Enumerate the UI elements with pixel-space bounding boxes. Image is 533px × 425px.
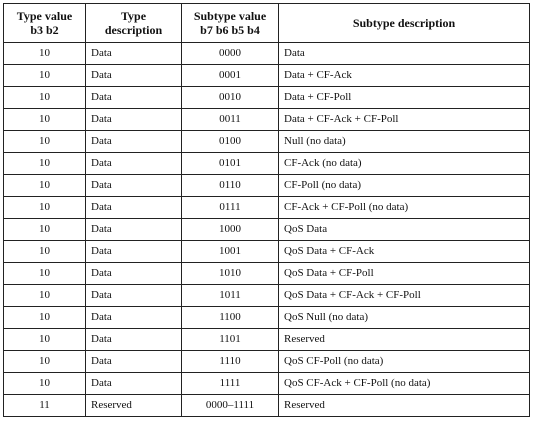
header-subtype-value: Subtype value b7 b6 b5 b4 [181,3,279,43]
table-row: 10 Data 0101 CF-Ack (no data) [3,152,530,175]
cell-subtype-value: 1111 [181,372,279,395]
cell-type-value: 10 [3,240,86,263]
cell-subtype-description: Reserved [278,328,530,351]
cell-subtype-value: 0010 [181,86,279,109]
header-subtype-description: Subtype description [278,3,530,43]
cell-type-description: Data [85,174,182,197]
table-body: 10 Data 0000 Data 10 Data 0001 Data + CF-Ack 10 D… [3,42,530,417]
cell-subtype-value: 1000 [181,218,279,241]
cell-type-description: Data [85,42,182,65]
table-row: 10 Data 0110 CF-Poll (no data) [3,174,530,197]
cell-type-value: 10 [3,152,86,175]
header-row: Type value b3 b2 Type description Subtyp… [3,3,530,43]
cell-type-value: 11 [3,394,86,417]
frame-type-table: Type value b3 b2 Type description Subtyp… [3,3,530,417]
table-row: 10 Data 0010 Data + CF-Poll [3,86,530,109]
cell-subtype-description: CF-Ack (no data) [278,152,530,175]
cell-type-value: 10 [3,328,86,351]
cell-type-description: Data [85,218,182,241]
cell-type-description: Data [85,86,182,109]
cell-type-description: Reserved [85,394,182,417]
table-row: 10 Data 1001 QoS Data + CF-Ack [3,240,530,263]
cell-subtype-value: 1110 [181,350,279,373]
table-row: 10 Data 1010 QoS Data + CF-Poll [3,262,530,285]
header-type-description: Type description [85,3,182,43]
cell-type-value: 10 [3,196,86,219]
cell-type-value: 10 [3,306,86,329]
cell-subtype-description: QoS Data [278,218,530,241]
cell-type-description: Data [85,240,182,263]
cell-type-value: 10 [3,174,86,197]
table-row: 10 Data 1000 QoS Data [3,218,530,241]
cell-subtype-value: 0001 [181,64,279,87]
cell-type-value: 10 [3,42,86,65]
header-type-value: Type value b3 b2 [3,3,86,43]
cell-subtype-value: 1010 [181,262,279,285]
cell-type-value: 10 [3,108,86,131]
cell-subtype-value: 0000 [181,42,279,65]
cell-type-value: 10 [3,262,86,285]
table-row: 10 Data 0001 Data + CF-Ack [3,64,530,87]
cell-subtype-description: CF-Ack + CF-Poll (no data) [278,196,530,219]
cell-type-value: 10 [3,86,86,109]
table-row: 10 Data 1110 QoS CF-Poll (no data) [3,350,530,373]
cell-subtype-value: 0101 [181,152,279,175]
cell-subtype-value: 1100 [181,306,279,329]
cell-subtype-value: 1001 [181,240,279,263]
cell-type-description: Data [85,284,182,307]
cell-subtype-description: CF-Poll (no data) [278,174,530,197]
cell-subtype-description: Data + CF-Ack [278,64,530,87]
table-row: 10 Data 1111 QoS CF-Ack + CF-Poll (no data) [3,372,530,395]
cell-subtype-description: QoS CF-Ack + CF-Poll (no data) [278,372,530,395]
cell-type-description: Data [85,306,182,329]
table-row: 10 Data 0000 Data [3,42,530,65]
cell-subtype-value: 0100 [181,130,279,153]
cell-subtype-description: Data + CF-Ack + CF-Poll [278,108,530,131]
cell-type-value: 10 [3,130,86,153]
cell-subtype-value: 0110 [181,174,279,197]
table-row: 11 Reserved 0000–1111 Reserved [3,394,530,417]
cell-type-description: Data [85,64,182,87]
cell-subtype-description: Reserved [278,394,530,417]
table-row: 10 Data 1011 QoS Data + CF-Ack + CF-Poll [3,284,530,307]
cell-type-description: Data [85,152,182,175]
cell-type-value: 10 [3,218,86,241]
cell-type-description: Data [85,108,182,131]
cell-subtype-description: Data + CF-Poll [278,86,530,109]
table-header: Type value b3 b2 Type description Subtyp… [3,3,530,43]
cell-subtype-value: 0111 [181,196,279,219]
cell-subtype-description: QoS Data + CF-Ack [278,240,530,263]
cell-type-value: 10 [3,350,86,373]
cell-type-description: Data [85,196,182,219]
cell-subtype-value: 1101 [181,328,279,351]
table-row: 10 Data 1101 Reserved [3,328,530,351]
cell-type-description: Data [85,350,182,373]
cell-subtype-description: QoS CF-Poll (no data) [278,350,530,373]
cell-type-description: Data [85,372,182,395]
cell-subtype-value: 0011 [181,108,279,131]
cell-subtype-description: Null (no data) [278,130,530,153]
cell-subtype-value: 0000–1111 [181,394,279,417]
table-row: 10 Data 0011 Data + CF-Ack + CF-Poll [3,108,530,131]
cell-subtype-value: 1011 [181,284,279,307]
cell-type-description: Data [85,130,182,153]
table-row: 10 Data 0100 Null (no data) [3,130,530,153]
table-row: 10 Data 1100 QoS Null (no data) [3,306,530,329]
cell-type-description: Data [85,262,182,285]
table-row: 10 Data 0111 CF-Ack + CF-Poll (no data) [3,196,530,219]
cell-subtype-description: QoS Null (no data) [278,306,530,329]
cell-type-value: 10 [3,372,86,395]
cell-subtype-description: Data [278,42,530,65]
cell-type-value: 10 [3,64,86,87]
cell-type-value: 10 [3,284,86,307]
cell-subtype-description: QoS Data + CF-Poll [278,262,530,285]
cell-subtype-description: QoS Data + CF-Ack + CF-Poll [278,284,530,307]
cell-type-description: Data [85,328,182,351]
